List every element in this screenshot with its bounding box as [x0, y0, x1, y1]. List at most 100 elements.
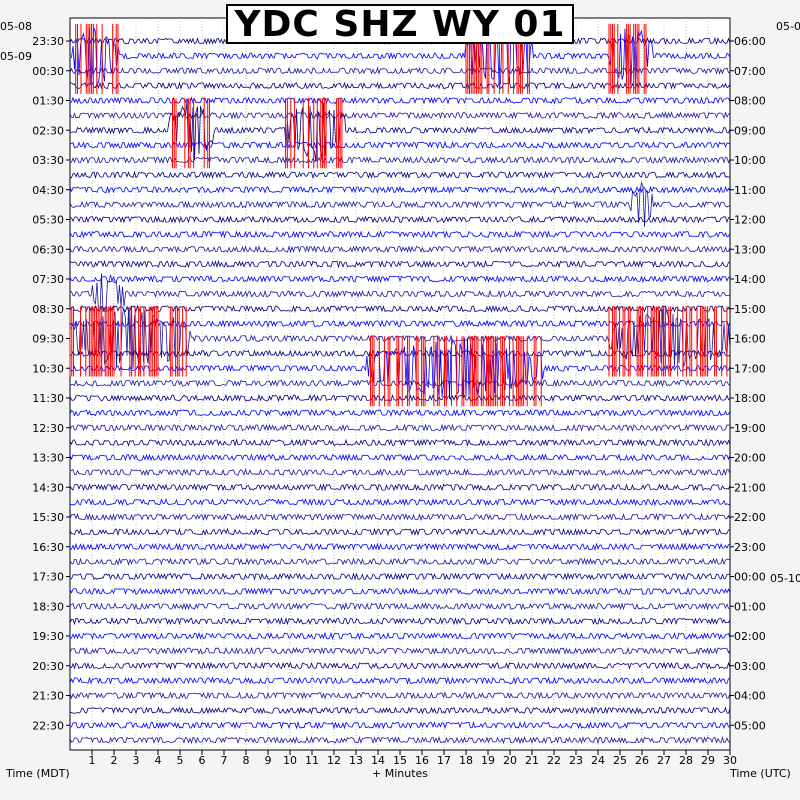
trace-line [69, 230, 731, 239]
left-time-label: 15:30 [32, 511, 64, 524]
trace-line [69, 646, 731, 656]
right-time-label: 18:00 [734, 392, 766, 405]
trace-line [69, 691, 731, 700]
minute-tick-label: 29 [701, 754, 715, 767]
right-time-label: 20:00 [734, 452, 766, 465]
minute-axis: 1 2 3 4 5 6 7 8 9 10 11 12 13 14 15 16 17 18 19 20 21 22 23 24 2… [89, 750, 737, 767]
right-time-label: 14:00 [734, 273, 766, 286]
trace-line [69, 527, 731, 537]
left-time-label: 08:30 [32, 303, 64, 316]
minute-tick-label: 27 [657, 754, 671, 767]
minute-tick-label: 16 [415, 754, 429, 767]
trace-line [69, 468, 731, 477]
left-time-label: 20:30 [32, 660, 64, 673]
left-time-label: 14:30 [32, 481, 64, 494]
right-time-label: 19:00 [734, 422, 766, 435]
clipped-events [69, 23, 728, 407]
trace-line [69, 453, 731, 462]
left-time-label: 02:30 [32, 124, 64, 137]
right-time-label: 15:00 [734, 303, 766, 316]
trace-line [69, 602, 731, 611]
right-time-label: 13:00 [734, 243, 766, 256]
left-time-label: 18:30 [32, 600, 64, 613]
trace-line [69, 721, 731, 730]
trace-line [69, 273, 731, 313]
right-time-label: 08:00 [734, 95, 766, 108]
trace-line [69, 259, 731, 269]
left-time-label: 01:30 [32, 95, 64, 108]
trace-line [69, 155, 731, 165]
right-time-label: 22:00 [734, 511, 766, 524]
minute-tick-label: 8 [243, 754, 250, 767]
trace-line [69, 393, 731, 403]
minute-tick-label: 9 [265, 754, 272, 767]
right-date-top: 05-09 [776, 20, 800, 33]
left-time-label: 00:30 [32, 65, 64, 78]
trace-line [69, 96, 731, 105]
right-time-label: 04:00 [734, 690, 766, 703]
left-time-label: 23:30 [32, 35, 64, 48]
minute-tick-label: 5 [177, 754, 184, 767]
minute-tick-label: 11 [305, 754, 319, 767]
minute-tick-label: 23 [569, 754, 583, 767]
trace-line [69, 140, 731, 150]
trace-line [69, 100, 731, 162]
trace-line [69, 408, 731, 418]
trace-line [69, 512, 731, 522]
right-time-label: 16:00 [734, 333, 766, 346]
minute-tick-label: 26 [635, 754, 649, 767]
minute-tick-label: 30 [723, 754, 737, 767]
left-time-label: 11:30 [32, 392, 64, 405]
minute-tick-label: 20 [503, 754, 517, 767]
left-time-label: 16:30 [32, 541, 64, 554]
trace-line [69, 438, 731, 447]
trace-line [69, 378, 731, 388]
right-time-label: 06:00 [734, 35, 766, 48]
right-time-label: 10:00 [734, 154, 766, 167]
minute-tick-label: 15 [393, 754, 407, 767]
trace-line [69, 587, 731, 596]
right-axis-label: Time (UTC) [729, 767, 791, 780]
right-time-label: 02:00 [734, 630, 766, 643]
trace-line [69, 706, 731, 715]
right-time-axis: 06:00 07:00 08:00 09:00 10:00 11:00 12:00 13:00… [730, 35, 766, 732]
right-time-label: 09:00 [734, 124, 766, 137]
trace-line [69, 498, 730, 507]
trace-line [69, 25, 731, 85]
trace-line [69, 661, 731, 670]
right-time-label: 00:00 [734, 571, 766, 584]
minute-tick-label: 1 [89, 754, 96, 767]
left-time-label: 03:30 [32, 154, 64, 167]
trace-line [69, 185, 731, 194]
left-time-label: 09:30 [32, 333, 64, 346]
trace-line [69, 66, 731, 75]
right-time-label: 05:00 [734, 719, 766, 732]
trace-line [69, 274, 731, 284]
x-axis-label: + Minutes [372, 767, 428, 780]
left-date-second: 05-09 [0, 50, 32, 63]
minute-tick-label: 12 [327, 754, 341, 767]
right-time-label: 17:00 [734, 362, 766, 375]
right-time-label: 23:00 [734, 541, 766, 554]
minute-tick-label: 22 [547, 754, 561, 767]
left-time-label: 22:30 [32, 719, 64, 732]
left-time-label: 12:30 [32, 422, 64, 435]
right-time-label: 01:00 [734, 600, 766, 613]
left-date-top: 05-08 [0, 20, 32, 33]
right-time-label: 11:00 [734, 184, 766, 197]
left-time-label: 05:30 [32, 214, 64, 227]
trace-line [69, 676, 731, 685]
left-time-label: 10:30 [32, 362, 64, 375]
minute-tick-label: 28 [679, 754, 693, 767]
left-time-label: 04:30 [32, 184, 64, 197]
right-date-second: 05-10 [770, 572, 800, 585]
trace-line [69, 181, 731, 227]
trace-line [69, 542, 731, 551]
minute-tick-label: 2 [111, 754, 118, 767]
minute-tick-label: 10 [283, 754, 297, 767]
minute-tick-label: 17 [437, 754, 451, 767]
trace-line [69, 423, 731, 432]
trace-line [69, 483, 731, 492]
right-time-label: 07:00 [734, 65, 766, 78]
minute-tick-label: 24 [591, 754, 605, 767]
